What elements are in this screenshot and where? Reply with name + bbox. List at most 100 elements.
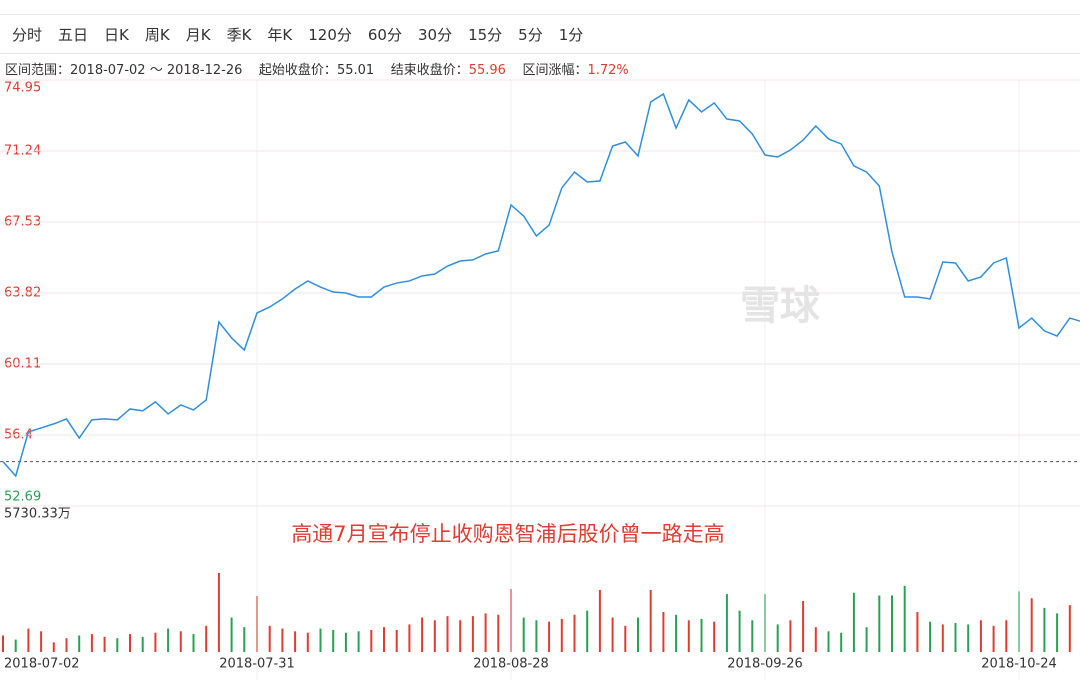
tab[interactable]: 季K <box>226 25 252 44</box>
volume-bar <box>979 620 982 652</box>
volume-bar <box>916 612 919 652</box>
volume-bar <box>281 628 284 652</box>
volume-bar <box>395 629 398 652</box>
tab[interactable]: 分时 <box>12 25 43 44</box>
range: 2018-07-02 ～ 2018-12-26 <box>70 63 243 78</box>
change-label: 区间涨幅： <box>522 63 588 78</box>
y-tick-label: 52.69 <box>4 490 41 505</box>
volume-bar <box>154 632 157 652</box>
volume-bar <box>497 614 500 652</box>
volume-bar <box>662 612 665 652</box>
volume-bar <box>852 592 855 652</box>
tab[interactable]: 60分 <box>367 25 402 44</box>
volume-bar <box>929 621 932 652</box>
start-label: 起始收盘价： <box>258 63 337 78</box>
volume-bar <box>611 617 614 652</box>
start-close: 55.01 <box>336 63 375 78</box>
volume-bar <box>548 621 551 652</box>
volume-bar <box>370 629 373 652</box>
volume-bar <box>205 625 208 652</box>
change: 1.72% <box>587 63 629 78</box>
volume-bar <box>52 642 55 652</box>
end-label: 结束收盘价： <box>390 63 469 78</box>
volume-bar <box>421 617 424 652</box>
tab[interactable]: 30分 <box>417 25 453 44</box>
volume-bar <box>319 628 322 652</box>
volume-bar <box>217 573 220 652</box>
volume-bar <box>1030 598 1033 652</box>
volume-bar <box>268 625 271 652</box>
volume-bar <box>967 624 970 652</box>
annotation: 高通7月宣布停止收购恩智浦后股价曾一路走高 <box>291 522 724 546</box>
volume-bar <box>306 632 309 652</box>
volume-bar <box>776 624 779 652</box>
volume-bar <box>713 621 716 652</box>
volume-bar <box>14 639 17 652</box>
x-tick-label: 2018-07-02 <box>4 657 80 672</box>
y-tick-label: 74.95 <box>4 81 41 96</box>
tab[interactable]: 日K <box>104 25 129 44</box>
volume-bar <box>637 617 639 652</box>
info-row: 区间范围：2018-07-02 ～ 2018-12-26 起始收盘价：55.01… <box>5 59 629 78</box>
volume-bar <box>802 600 805 652</box>
period-tabs: 分时 五日 日K 周K 月K 季K 年K 120分 60分 30分 15分 5分 1分 <box>0 14 1080 54</box>
volume-bar <box>167 628 170 652</box>
price-line <box>2 92 1080 478</box>
volume-bar <box>1005 620 1008 652</box>
volume-bar <box>179 631 182 652</box>
volume-bar <box>40 631 43 652</box>
volume-bar <box>941 624 944 652</box>
end-close: 55.96 <box>468 63 506 78</box>
watermark: 雪球 <box>740 283 821 329</box>
volume-bar <box>192 634 195 652</box>
volume-bar <box>573 614 576 652</box>
volume-bar <box>586 610 589 652</box>
volume-bar <box>332 629 335 652</box>
volume-bar <box>1043 607 1046 652</box>
tab[interactable]: 15分 <box>468 25 503 44</box>
volume-bar <box>560 618 563 652</box>
volume-bar <box>535 620 538 652</box>
volume-tick-label: 5730.33万 <box>4 507 71 522</box>
volume-bar <box>954 623 957 652</box>
volume-bar <box>789 620 792 652</box>
volume-bar <box>78 635 81 652</box>
volume-bar <box>865 627 868 652</box>
volume-bar <box>1056 613 1059 652</box>
volume-bar <box>243 627 246 652</box>
tab[interactable]: 月K <box>185 25 211 44</box>
volume-bar <box>484 613 487 652</box>
volume-bar <box>230 617 233 652</box>
volume-bar <box>522 617 525 652</box>
tab[interactable]: 周K <box>144 25 170 44</box>
volume-bar <box>700 618 703 652</box>
volume-bar <box>65 638 68 652</box>
tab[interactable]: 年K <box>267 25 293 44</box>
tab[interactable]: 120分 <box>308 25 352 44</box>
volume-bar <box>903 585 906 652</box>
volume-bar <box>891 595 893 652</box>
volume-bar <box>725 594 728 652</box>
volume-bar <box>1068 605 1071 652</box>
volume-bar <box>2 635 4 652</box>
volume-bar <box>459 620 462 652</box>
volume-bar <box>90 634 93 652</box>
volume-bar <box>992 625 995 652</box>
tab[interactable]: 1分 <box>558 25 584 44</box>
tab[interactable]: 5分 <box>518 25 543 44</box>
volume-bar <box>878 595 881 652</box>
volume-bar <box>408 624 411 652</box>
volume-bar <box>840 632 843 652</box>
volume-bar <box>116 638 119 652</box>
volume-bar <box>344 632 347 652</box>
volume-bar <box>446 616 449 652</box>
volume-bar <box>675 614 678 652</box>
volume-bar <box>103 636 106 652</box>
volume-bar <box>27 628 30 652</box>
volume-bar <box>433 620 436 652</box>
volume-bar <box>814 627 817 652</box>
tab[interactable]: 五日 <box>58 25 89 44</box>
volume-bar <box>751 620 754 652</box>
